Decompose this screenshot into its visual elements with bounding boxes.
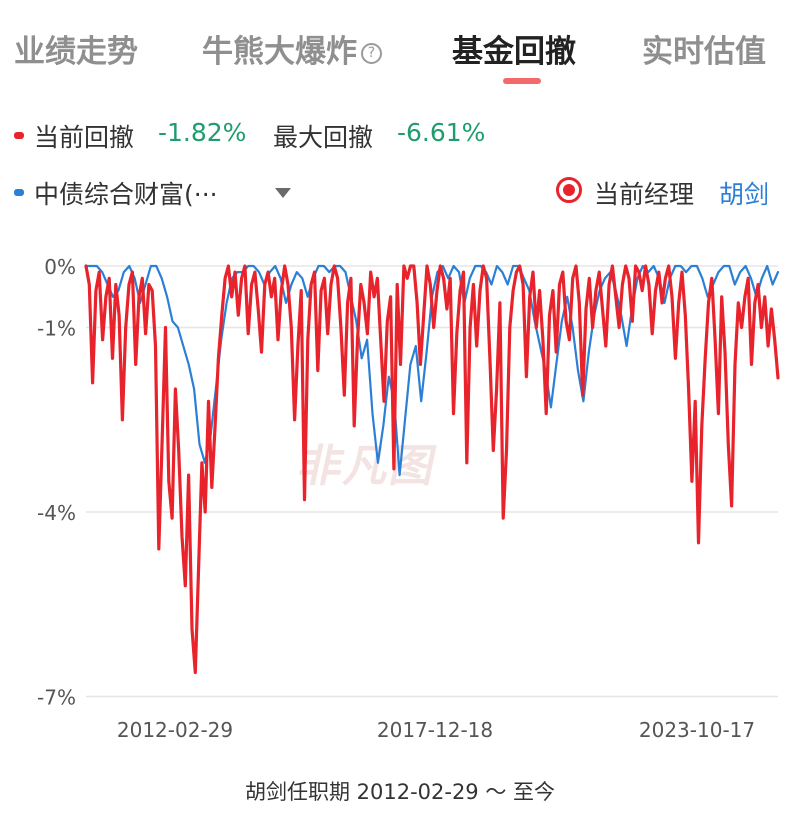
max-drawdown-label: 最大回撤 (273, 123, 374, 152)
manager-marker-icon (556, 177, 582, 203)
current-drawdown-label: 当前回撤 (34, 123, 135, 152)
caret-down-icon[interactable] (275, 188, 291, 198)
x-tick-label: 2017-12-18 (377, 718, 493, 742)
current-manager-label: 当前经理 (594, 180, 695, 209)
benchmark-selector[interactable]: 中债综合财富(··· (34, 180, 218, 209)
x-tick-label: 2023-10-17 (639, 718, 755, 742)
y-tick-label: -1% (37, 317, 76, 341)
tab-bull-bear[interactable]: 牛熊大爆炸? (202, 26, 382, 71)
y-tick-label: -4% (37, 501, 76, 525)
fund-series-dot (14, 132, 24, 139)
benchmark-series-dot (14, 189, 24, 196)
x-tick-label: 2012-02-29 (117, 718, 233, 742)
manager-name-link[interactable]: 胡剑 (719, 180, 770, 209)
tab-bull-bear-label: 牛熊大爆炸 (202, 34, 357, 70)
x-axis: 2012-02-29 2017-12-18 2023-10-17 (117, 718, 755, 742)
series (84, 264, 780, 675)
tab-realtime-valuation[interactable]: 实时估值 (642, 34, 766, 70)
tab-drawdown[interactable]: 基金回撤 (452, 34, 576, 70)
drawdown-summary: 当前回撤 -1.82% 最大回撤 -6.61% (0, 116, 800, 156)
y-axis: 0% -1% -4% -7% (37, 255, 76, 710)
tenure-caption: 胡剑任职期 2012-02-29 ～ 至今 (244, 780, 556, 804)
y-tick-label: 0% (44, 255, 76, 279)
fund-drawdown-line (84, 264, 780, 675)
max-drawdown-value: -6.61% (397, 118, 486, 147)
y-tick-label: -7% (37, 686, 76, 710)
series-legend: 中债综合财富(··· 当前经理 胡剑 (0, 173, 800, 213)
help-icon[interactable]: ? (361, 43, 382, 64)
current-drawdown-value: -1.82% (158, 118, 247, 147)
tab-bar: 业绩走势 牛熊大爆炸? 基金回撤 实时估值 (0, 0, 800, 95)
tab-performance[interactable]: 业绩走势 (14, 34, 138, 70)
active-tab-indicator (503, 78, 541, 84)
drawdown-chart[interactable]: 0% -1% -4% -7% 2012-02-29 2017-12-18 2023-10-… (0, 240, 800, 760)
